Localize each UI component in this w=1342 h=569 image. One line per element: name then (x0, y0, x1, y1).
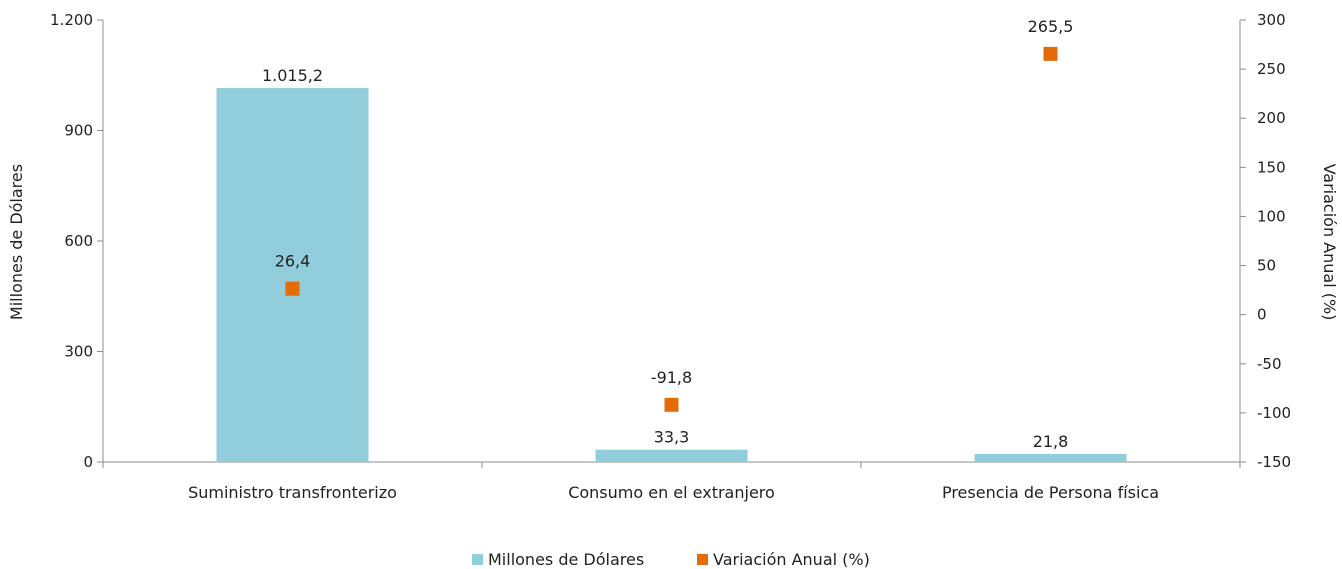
right-tick-label: 200 (1257, 109, 1286, 127)
left-tick-label: 300 (64, 343, 93, 361)
scatter-point (285, 281, 300, 296)
bar-value-label: 21,8 (1033, 432, 1069, 451)
scatter-point (664, 397, 679, 412)
left-tick-label: 600 (64, 232, 93, 250)
legend-label-bar: Millones de Dólares (488, 550, 644, 569)
category-label: Presencia de Persona física (942, 483, 1159, 502)
scatter-point (1043, 46, 1058, 61)
legend: Millones de Dólares Variación Anual (%) (472, 550, 870, 569)
right-tick-label: -100 (1257, 404, 1291, 422)
left-axis-ticks: 0 300 600 900 1.200 (50, 11, 103, 471)
point-value-label: -91,8 (651, 368, 692, 387)
right-tick-label: 50 (1257, 257, 1276, 275)
category-label: Consumo en el extranjero (568, 483, 775, 502)
right-tick-label: 300 (1257, 11, 1286, 29)
left-tick-label: 900 (64, 122, 93, 140)
right-axis-ticks: -150 -100 -50 0 50 100 150 200 250 300 (1240, 11, 1291, 471)
left-axis-title: Millones de Dólares (7, 164, 26, 320)
bar-value-label: 33,3 (654, 428, 690, 447)
legend-label-scatter: Variación Anual (%) (713, 550, 870, 569)
right-tick-label: -50 (1257, 355, 1282, 373)
bar (216, 88, 369, 463)
category-labels: Suministro transfronterizo Consumo en el … (188, 483, 1159, 502)
right-tick-label: 100 (1257, 207, 1286, 225)
point-value-label: 265,5 (1028, 17, 1074, 36)
left-tick-label: 1.200 (50, 11, 93, 29)
bar-series: 1.015,2 33,3 21,8 (216, 66, 1127, 463)
category-label: Suministro transfronterizo (188, 483, 397, 502)
right-axis-title: Variación Anual (%) (1320, 164, 1339, 321)
legend-swatch-bar (472, 554, 483, 565)
scatter-series: 26,4 -91,8 265,5 (275, 17, 1074, 412)
legend-swatch-scatter (697, 554, 708, 565)
bar-value-label: 1.015,2 (262, 66, 323, 85)
left-tick-label: 0 (83, 453, 93, 471)
point-value-label: 26,4 (275, 252, 311, 271)
right-tick-label: 0 (1257, 306, 1267, 324)
right-tick-label: 150 (1257, 158, 1286, 176)
right-tick-label: 250 (1257, 60, 1286, 78)
bar (974, 453, 1127, 462)
bar (595, 449, 748, 462)
right-tick-label: -150 (1257, 453, 1291, 471)
